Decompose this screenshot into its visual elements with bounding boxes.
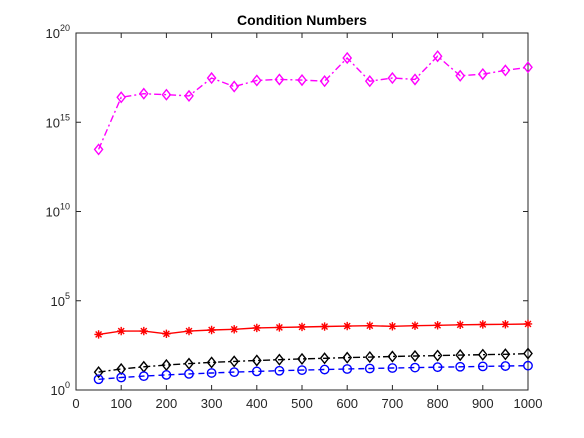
data-point-diamond bbox=[477, 348, 488, 361]
data-point-circle bbox=[455, 361, 466, 372]
y-tick-label: 1010 bbox=[46, 202, 70, 220]
data-point-diamond bbox=[432, 349, 443, 362]
chart-title: Condition Numbers bbox=[237, 12, 367, 28]
data-point-diamond bbox=[342, 51, 353, 65]
data-point-diamond bbox=[500, 64, 511, 77]
data-point-diamond bbox=[229, 80, 240, 93]
data-point-diamond bbox=[523, 347, 533, 360]
data-point-circle bbox=[229, 367, 240, 378]
y-tick-label: 105 bbox=[51, 291, 70, 309]
data-point-asterisk bbox=[365, 321, 374, 330]
plot-area bbox=[75, 32, 529, 391]
data-point-asterisk bbox=[456, 320, 465, 329]
data-point-diamond bbox=[184, 89, 194, 103]
data-point-circle bbox=[93, 374, 104, 385]
data-point-asterisk bbox=[523, 319, 533, 329]
data-point-circle bbox=[184, 368, 194, 379]
data-point-diamond bbox=[297, 73, 307, 87]
x-tick-label: 500 bbox=[291, 396, 313, 411]
data-point-diamond bbox=[319, 352, 330, 365]
data-point-asterisk bbox=[297, 322, 307, 332]
data-point-asterisk bbox=[478, 320, 487, 329]
data-point-circle bbox=[364, 363, 375, 374]
data-point-asterisk bbox=[162, 329, 171, 339]
data-point-circle bbox=[138, 371, 149, 382]
data-point-diamond bbox=[229, 355, 240, 368]
data-point-asterisk bbox=[343, 321, 352, 331]
data-point-asterisk bbox=[433, 321, 442, 330]
data-point-diamond bbox=[93, 143, 104, 156]
data-point-diamond bbox=[93, 366, 104, 379]
x-tick-label: 700 bbox=[382, 396, 404, 411]
data-point-diamond bbox=[138, 87, 149, 100]
y-tick-label: 1020 bbox=[46, 23, 70, 41]
y-axis: 100 105 1010 1015 1020 bbox=[46, 23, 528, 398]
data-point-diamond bbox=[319, 75, 330, 88]
data-point-circle bbox=[342, 364, 353, 374]
data-point-circle bbox=[206, 368, 217, 378]
data-point-circle bbox=[432, 362, 443, 373]
data-point-circle bbox=[410, 362, 420, 373]
x-axis: 0 100 200 300 400 500 600 700 800 900 1000 bbox=[72, 33, 542, 411]
data-point-circle bbox=[387, 363, 398, 373]
data-point-diamond bbox=[206, 356, 217, 369]
x-tick-label: 200 bbox=[156, 396, 178, 411]
data-point-diamond bbox=[161, 88, 172, 101]
data-point-diamond bbox=[477, 67, 488, 81]
data-point-diamond bbox=[500, 348, 511, 361]
data-point-diamond bbox=[432, 50, 443, 63]
x-tick-label: 300 bbox=[201, 396, 223, 411]
data-point-asterisk bbox=[410, 321, 420, 330]
data-point-circle bbox=[274, 365, 285, 376]
data-point-circle bbox=[319, 364, 330, 375]
x-tick-label: 900 bbox=[472, 396, 494, 411]
data-point-diamond bbox=[184, 357, 194, 370]
data-point-asterisk bbox=[207, 325, 216, 335]
x-tick-label: 600 bbox=[336, 396, 358, 411]
data-point-diamond bbox=[274, 73, 285, 86]
data-point-asterisk bbox=[117, 326, 126, 336]
data-point-circle bbox=[251, 366, 262, 377]
data-point-diamond bbox=[523, 61, 533, 74]
data-point-diamond bbox=[410, 349, 420, 363]
data-point-diamond bbox=[116, 91, 127, 104]
data-point-diamond bbox=[387, 71, 398, 85]
data-point-asterisk bbox=[184, 326, 194, 336]
y-tick-label: 100 bbox=[51, 380, 70, 398]
data-point-diamond bbox=[206, 71, 217, 85]
data-point-diamond bbox=[410, 73, 420, 86]
data-point-diamond bbox=[297, 352, 307, 366]
data-point-asterisk bbox=[388, 322, 397, 331]
x-tick-label: 400 bbox=[246, 396, 268, 411]
data-point-asterisk bbox=[252, 323, 261, 333]
data-point-diamond bbox=[455, 69, 466, 82]
data-point-circle bbox=[116, 372, 127, 383]
data-point-asterisk bbox=[320, 322, 329, 331]
x-tick-label: 0 bbox=[72, 396, 79, 411]
x-tick-label: 800 bbox=[427, 396, 449, 411]
x-tick-label: 100 bbox=[110, 396, 132, 411]
x-tick-label: 1000 bbox=[514, 396, 543, 411]
data-point-asterisk bbox=[275, 323, 284, 332]
data-point-diamond bbox=[342, 351, 353, 364]
data-point-asterisk bbox=[230, 325, 239, 334]
data-point-circle bbox=[161, 370, 172, 380]
data-point-asterisk bbox=[139, 326, 148, 336]
data-point-asterisk bbox=[94, 330, 103, 339]
data-point-diamond bbox=[387, 350, 398, 363]
y-tick-label: 1015 bbox=[46, 112, 70, 130]
data-point-diamond bbox=[364, 75, 375, 88]
data-point-circle bbox=[477, 361, 488, 372]
data-point-diamond bbox=[251, 74, 262, 87]
data-point-diamond bbox=[455, 348, 466, 362]
data-point-circle bbox=[523, 360, 533, 371]
data-point-circle bbox=[500, 361, 511, 371]
data-point-diamond bbox=[364, 350, 375, 364]
series-layer bbox=[93, 50, 533, 385]
data-point-diamond bbox=[274, 353, 285, 366]
data-point-circle bbox=[297, 365, 307, 376]
data-point-asterisk bbox=[501, 320, 510, 329]
data-point-diamond bbox=[251, 354, 262, 367]
